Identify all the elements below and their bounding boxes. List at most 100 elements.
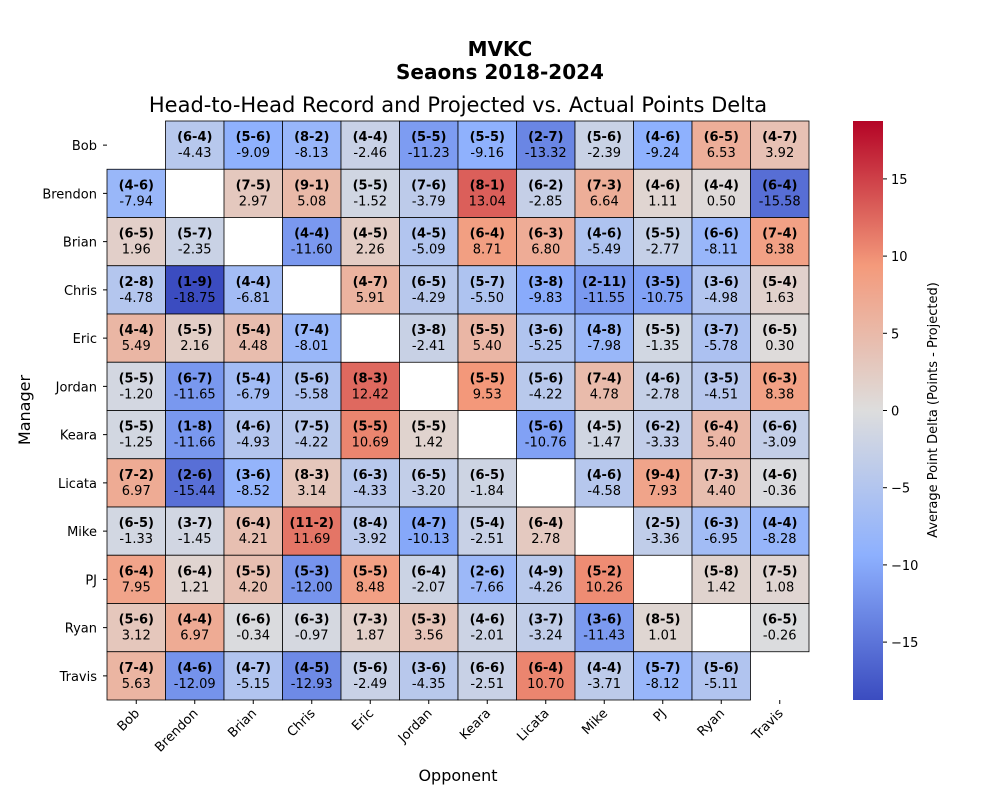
cell-record-label: (6-5): [470, 468, 505, 483]
cell-record-label: (5-5): [470, 130, 505, 145]
cell-delta-label: 8.38: [765, 387, 794, 402]
cell-delta-label: -8.11: [704, 243, 738, 258]
cell-delta-label: 2.26: [356, 243, 385, 258]
cell-record-label: (5-4): [470, 516, 505, 531]
cell-record-label: (2-5): [645, 516, 680, 531]
cell-delta-label: -2.77: [646, 243, 680, 258]
heatmap-cell: [516, 410, 576, 460]
heatmap-cell: [106, 410, 166, 460]
cell-record-label: (5-5): [470, 371, 505, 386]
heatmap-cell: [691, 313, 751, 363]
cell-record-label: (5-5): [353, 178, 388, 193]
heatmap-cell: [633, 410, 693, 460]
cell-record-label: (4-6): [177, 661, 212, 676]
heatmap-cell: [457, 120, 517, 170]
cell-delta-label: 6.97: [180, 629, 209, 644]
cell-delta-label: 1.42: [707, 580, 736, 595]
cell-record-label: (8-5): [645, 613, 680, 628]
heatmap-cell: [574, 168, 634, 218]
cell-delta-label: -4.29: [412, 291, 446, 306]
cell-record-label: (7-4): [587, 371, 622, 386]
heatmap-cell: [399, 217, 459, 267]
heatmap-cell: [340, 265, 400, 315]
x-tick-label: Chris: [285, 706, 319, 740]
cell-delta-label: -5.78: [704, 339, 738, 354]
heatmap-cell: [750, 217, 810, 267]
y-tick-label: PJ: [85, 573, 97, 588]
cell-delta-label: -0.97: [295, 629, 329, 644]
cell-record-label: (7-5): [762, 564, 797, 579]
cell-delta-label: 0.30: [765, 339, 794, 354]
x-axis-label: Opponent: [418, 766, 497, 785]
heatmap-cell: [223, 168, 283, 218]
cell-record-label: (5-7): [470, 275, 505, 290]
heatmap-cell: [165, 603, 225, 653]
cell-record-label: (4-6): [762, 468, 797, 483]
cell-record-label: (5-6): [236, 130, 271, 145]
cell-record-label: (4-5): [587, 420, 622, 435]
cell-delta-label: -3.09: [763, 436, 797, 451]
cell-record-label: (4-4): [704, 178, 739, 193]
heatmap-cell: [691, 554, 751, 604]
cell-delta-label: -2.41: [412, 339, 446, 354]
cell-record-label: (8-3): [294, 468, 329, 483]
cell-record-label: (1-8): [177, 420, 212, 435]
cell-record-label: (5-5): [470, 323, 505, 338]
heatmap-cell: [399, 603, 459, 653]
cell-record-label: (3-8): [528, 275, 563, 290]
cell-delta-label: 0.50: [707, 194, 736, 209]
cell-delta-label: 6.97: [122, 484, 151, 499]
cell-delta-label: -9.83: [529, 291, 563, 306]
cell-delta-label: -2.35: [178, 243, 212, 258]
heatmap-cell: [574, 554, 634, 604]
cell-delta-label: -13.32: [525, 146, 567, 161]
cell-delta-label: -7.66: [470, 580, 504, 595]
heatmap-cell: [223, 120, 283, 170]
x-tick-label: Eric: [349, 706, 377, 734]
cell-record-label: (4-6): [645, 371, 680, 386]
heatmap-cell: [516, 603, 576, 653]
cell-delta-label: -9.09: [236, 146, 270, 161]
cell-record-label: (5-6): [528, 371, 563, 386]
cell-record-label: (3-5): [704, 371, 739, 386]
cell-record-label: (5-6): [353, 661, 388, 676]
cell-delta-label: 6.80: [531, 243, 560, 258]
heatmap-cell: [106, 217, 166, 267]
heatmap-cell: [223, 410, 283, 460]
cell-record-label: (6-7): [177, 371, 212, 386]
cell-delta-label: 5.49: [122, 339, 151, 354]
cell-record-label: (6-4): [528, 516, 563, 531]
y-tick-label: Brian: [63, 236, 97, 251]
cell-delta-label: 13.04: [469, 194, 506, 209]
x-tick-label: Brendon: [152, 706, 201, 755]
heatmap-cell: [399, 651, 459, 701]
heatmap-cell: [457, 651, 517, 701]
cell-delta-label: 1.63: [765, 291, 794, 306]
cell-record-label: (4-5): [294, 661, 329, 676]
cell-delta-label: 1.87: [356, 629, 385, 644]
cell-delta-label: -4.51: [704, 387, 738, 402]
cell-record-label: (6-4): [119, 564, 154, 579]
cell-record-label: (4-5): [353, 227, 388, 242]
heatmap-cell: [750, 361, 810, 411]
cell-record-label: (5-6): [587, 130, 622, 145]
cell-record-label: (6-4): [470, 227, 505, 242]
cell-record-label: (5-5): [236, 564, 271, 579]
cell-record-label: (6-3): [294, 613, 329, 628]
cell-delta-label: -11.60: [291, 243, 333, 258]
cell-delta-label: -2.49: [353, 677, 387, 692]
cell-delta-label: -4.43: [178, 146, 212, 161]
cell-delta-label: -5.09: [412, 243, 446, 258]
heatmap-cell: [282, 313, 342, 363]
heatmap-cell: [340, 458, 400, 508]
cell-record-label: (5-7): [177, 227, 212, 242]
cell-delta-label: 10.69: [352, 436, 389, 451]
cell-delta-label: -1.47: [587, 436, 621, 451]
heatmap-cell: [516, 265, 576, 315]
cell-delta-label: -4.22: [529, 387, 563, 402]
cell-delta-label: -1.25: [119, 436, 153, 451]
x-tick-label: Jordan: [395, 706, 436, 747]
cell-delta-label: -2.85: [529, 194, 563, 209]
cell-delta-label: -5.11: [704, 677, 738, 692]
cell-record-label: (5-5): [645, 323, 680, 338]
